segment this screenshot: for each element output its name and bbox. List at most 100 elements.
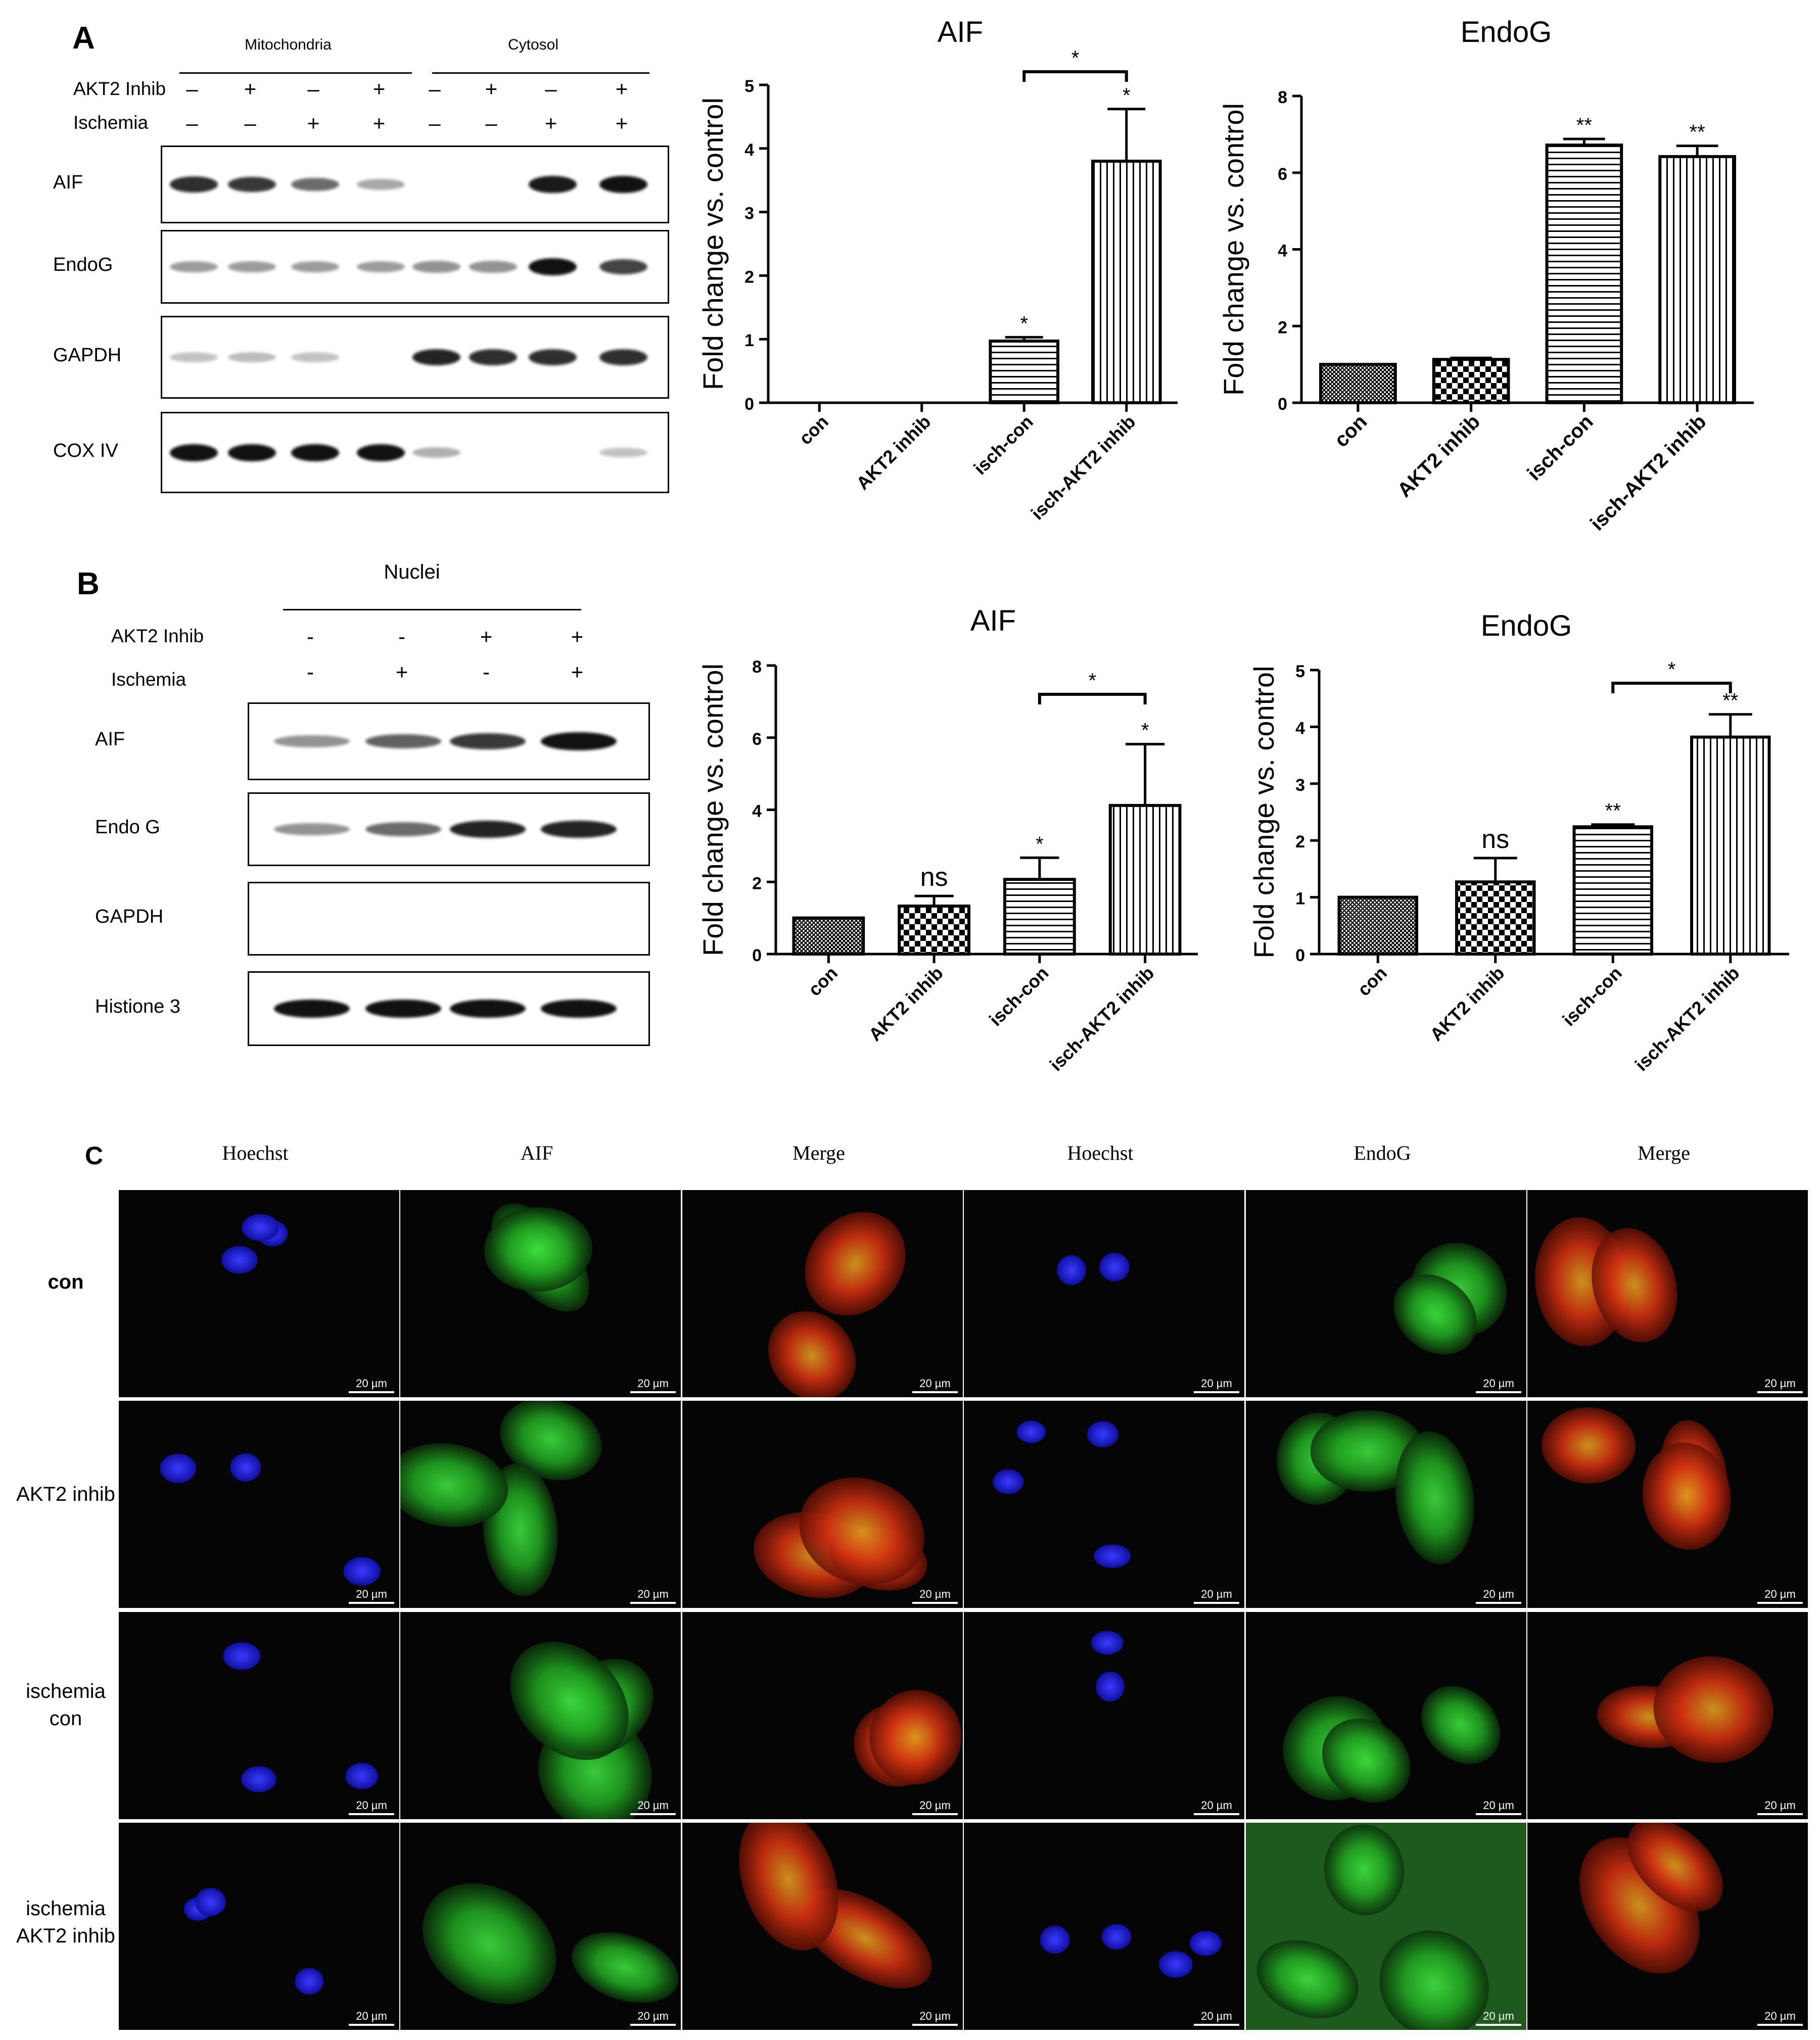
y-tick-label: 4	[1295, 719, 1305, 738]
nucleus	[1057, 1255, 1086, 1285]
scale-bar-line	[1757, 1813, 1803, 1815]
x-tick-label: con	[1354, 963, 1391, 1000]
band-b-endo-g-lane-2	[365, 822, 441, 836]
panel-c-label: C	[85, 1142, 104, 1170]
sign-b-akt2-lane-4: +	[571, 625, 584, 648]
scale-bar-label: 20 µm	[1483, 1799, 1514, 1812]
cell	[1653, 1656, 1774, 1763]
bar-con	[1319, 363, 1397, 404]
band-cox-iv-lane-4	[356, 444, 405, 461]
bar-isch-con	[989, 339, 1060, 404]
sign-akt2-lane-8: +	[615, 77, 628, 101]
y-axis-label: Fold change vs. control	[697, 663, 729, 956]
significance-label: *	[1020, 312, 1028, 335]
band-aif-lane-7	[528, 176, 577, 193]
cell	[423, 1883, 556, 2004]
micro-image-r1-c4: 20 µm	[964, 1190, 1244, 1397]
scale-bar-line	[1194, 1391, 1239, 1393]
significance-label: **	[1690, 121, 1705, 144]
bar-chart-a-endog: 0 2 4 6 8 Fold change vs. control con AKT2 inhi…	[1218, 88, 1754, 535]
chart-title-b-endog: EndoG	[1480, 609, 1572, 642]
scale-bar-label: 20 µm	[1764, 1799, 1796, 1812]
micro-image-r4-c6: 20 µm	[1527, 1823, 1808, 2030]
nucleus	[230, 1453, 261, 1482]
sign-b-ischemia-lane-1: -	[307, 660, 314, 684]
band-cox-iv-lane-2	[227, 444, 276, 461]
band-gapdh-lane-3	[291, 352, 339, 362]
sign-akt2-lane-7: –	[545, 77, 557, 101]
micro-image-r3-c5: 20 µm	[1246, 1612, 1526, 1819]
scale-bar-label: 20 µm	[356, 1377, 387, 1390]
column-header-hoechst-4: Hoechst	[1067, 1142, 1134, 1164]
bar-chart-a-aif: 0 1 2 3 4 5 Fold change vs. control con AKT2 inh…	[697, 47, 1178, 524]
column-header-endog-5: EndoG	[1354, 1142, 1411, 1164]
band-cox-iv-lane-1	[169, 444, 218, 461]
row-label-3: ischemia con	[26, 1680, 106, 1730]
scale-bar: 20 µm	[630, 1799, 676, 1815]
scale-bar-label: 20 µm	[919, 1588, 951, 1600]
scale-bar-line	[630, 1391, 676, 1393]
scale-bar: 20 µm	[1476, 1799, 1521, 1815]
band-endog-lane-4	[356, 261, 405, 273]
band-endog-lane-5	[412, 261, 460, 273]
sign-b-ischemia-lane-3: -	[483, 660, 490, 684]
bar-chart-b-endog: 0 1 2 3 4 5 Fold change vs. control con ns AKT2 i…	[1248, 658, 1789, 1075]
fraction-label-nuclei: Nuclei	[384, 561, 440, 583]
bar-isch-akt2-inhib	[1091, 159, 1162, 405]
blot-label-aif: AIF	[53, 172, 83, 193]
row-label-ischemia-b: Ischemia	[111, 669, 186, 690]
sign-b-akt2-lane-1: -	[307, 625, 314, 648]
blot-label-b-histone-3: Histione 3	[95, 996, 180, 1017]
nucleus	[242, 1214, 279, 1242]
micro-image-r1-c2: 20 µm	[400, 1190, 681, 1397]
cell	[1393, 1274, 1477, 1355]
nucleus	[160, 1453, 197, 1483]
chart-title-b-aif: AIF	[970, 604, 1016, 637]
column-header-hoechst-1: Hoechst	[222, 1142, 289, 1164]
scale-bar-line	[912, 2024, 958, 2026]
nucleus	[1099, 1253, 1130, 1282]
x-tick-label: AKT2 inhib	[852, 411, 935, 494]
y-tick-label: 0	[752, 946, 762, 965]
scale-bar: 20 µm	[1194, 1799, 1239, 1815]
scale-bar: 20 µm	[1757, 1799, 1803, 1815]
chart-title-a-endog: EndoG	[1460, 16, 1552, 49]
cell	[1421, 1686, 1501, 1764]
bar-con	[792, 916, 865, 956]
micro-image-r1-c5: 20 µm	[1246, 1190, 1526, 1397]
band-b-histone-3-lane-3	[450, 1000, 526, 1018]
sign-ischemia-lane-7: +	[544, 111, 557, 135]
significance-label: *	[1036, 833, 1044, 855]
sign-akt2-lane-4: +	[372, 77, 386, 101]
scale-bar-line	[912, 1813, 958, 1815]
scale-bar-line	[1476, 1602, 1521, 1604]
scale-bar: 20 µm	[1476, 1588, 1521, 1604]
micro-image-r1-c3: 20 µm	[682, 1190, 963, 1397]
x-tick-label: isch-con	[985, 963, 1053, 1030]
blot-b-gapdh	[248, 882, 650, 956]
scale-bar-line	[349, 1602, 394, 1604]
band-endog-lane-1	[169, 261, 218, 273]
cell	[510, 1641, 629, 1760]
blot-label-b-gapdh: GAPDH	[95, 906, 164, 927]
scale-bar-label: 20 µm	[637, 1588, 669, 1600]
y-tick-label: 2	[1278, 318, 1287, 337]
band-b-histone-3-lane-2	[365, 1000, 441, 1018]
scale-bar-line	[1194, 1813, 1239, 1815]
y-tick-label: 2	[744, 267, 754, 287]
y-tick-label: 0	[744, 395, 754, 414]
x-tick-label: con	[1330, 410, 1371, 451]
bracket-label: *	[1668, 658, 1676, 681]
scale-bar-label: 20 µm	[1483, 1588, 1514, 1600]
scale-bar: 20 µm	[912, 2010, 958, 2026]
scale-bar-line	[912, 1602, 958, 1604]
column-header-aif-2: AIF	[520, 1142, 553, 1164]
nucleus	[1016, 1420, 1046, 1443]
fraction-label-mitochondria: Mitochondria	[245, 36, 332, 53]
scale-bar-label: 20 µm	[1201, 1377, 1232, 1390]
band-b-histone-3-lane-4	[541, 1000, 617, 1018]
nucleus	[1087, 1421, 1118, 1448]
x-tick-label: AKT2 inhib	[864, 963, 947, 1045]
chart-title-a-aif: AIF	[937, 16, 984, 49]
nucleus	[1094, 1544, 1131, 1568]
